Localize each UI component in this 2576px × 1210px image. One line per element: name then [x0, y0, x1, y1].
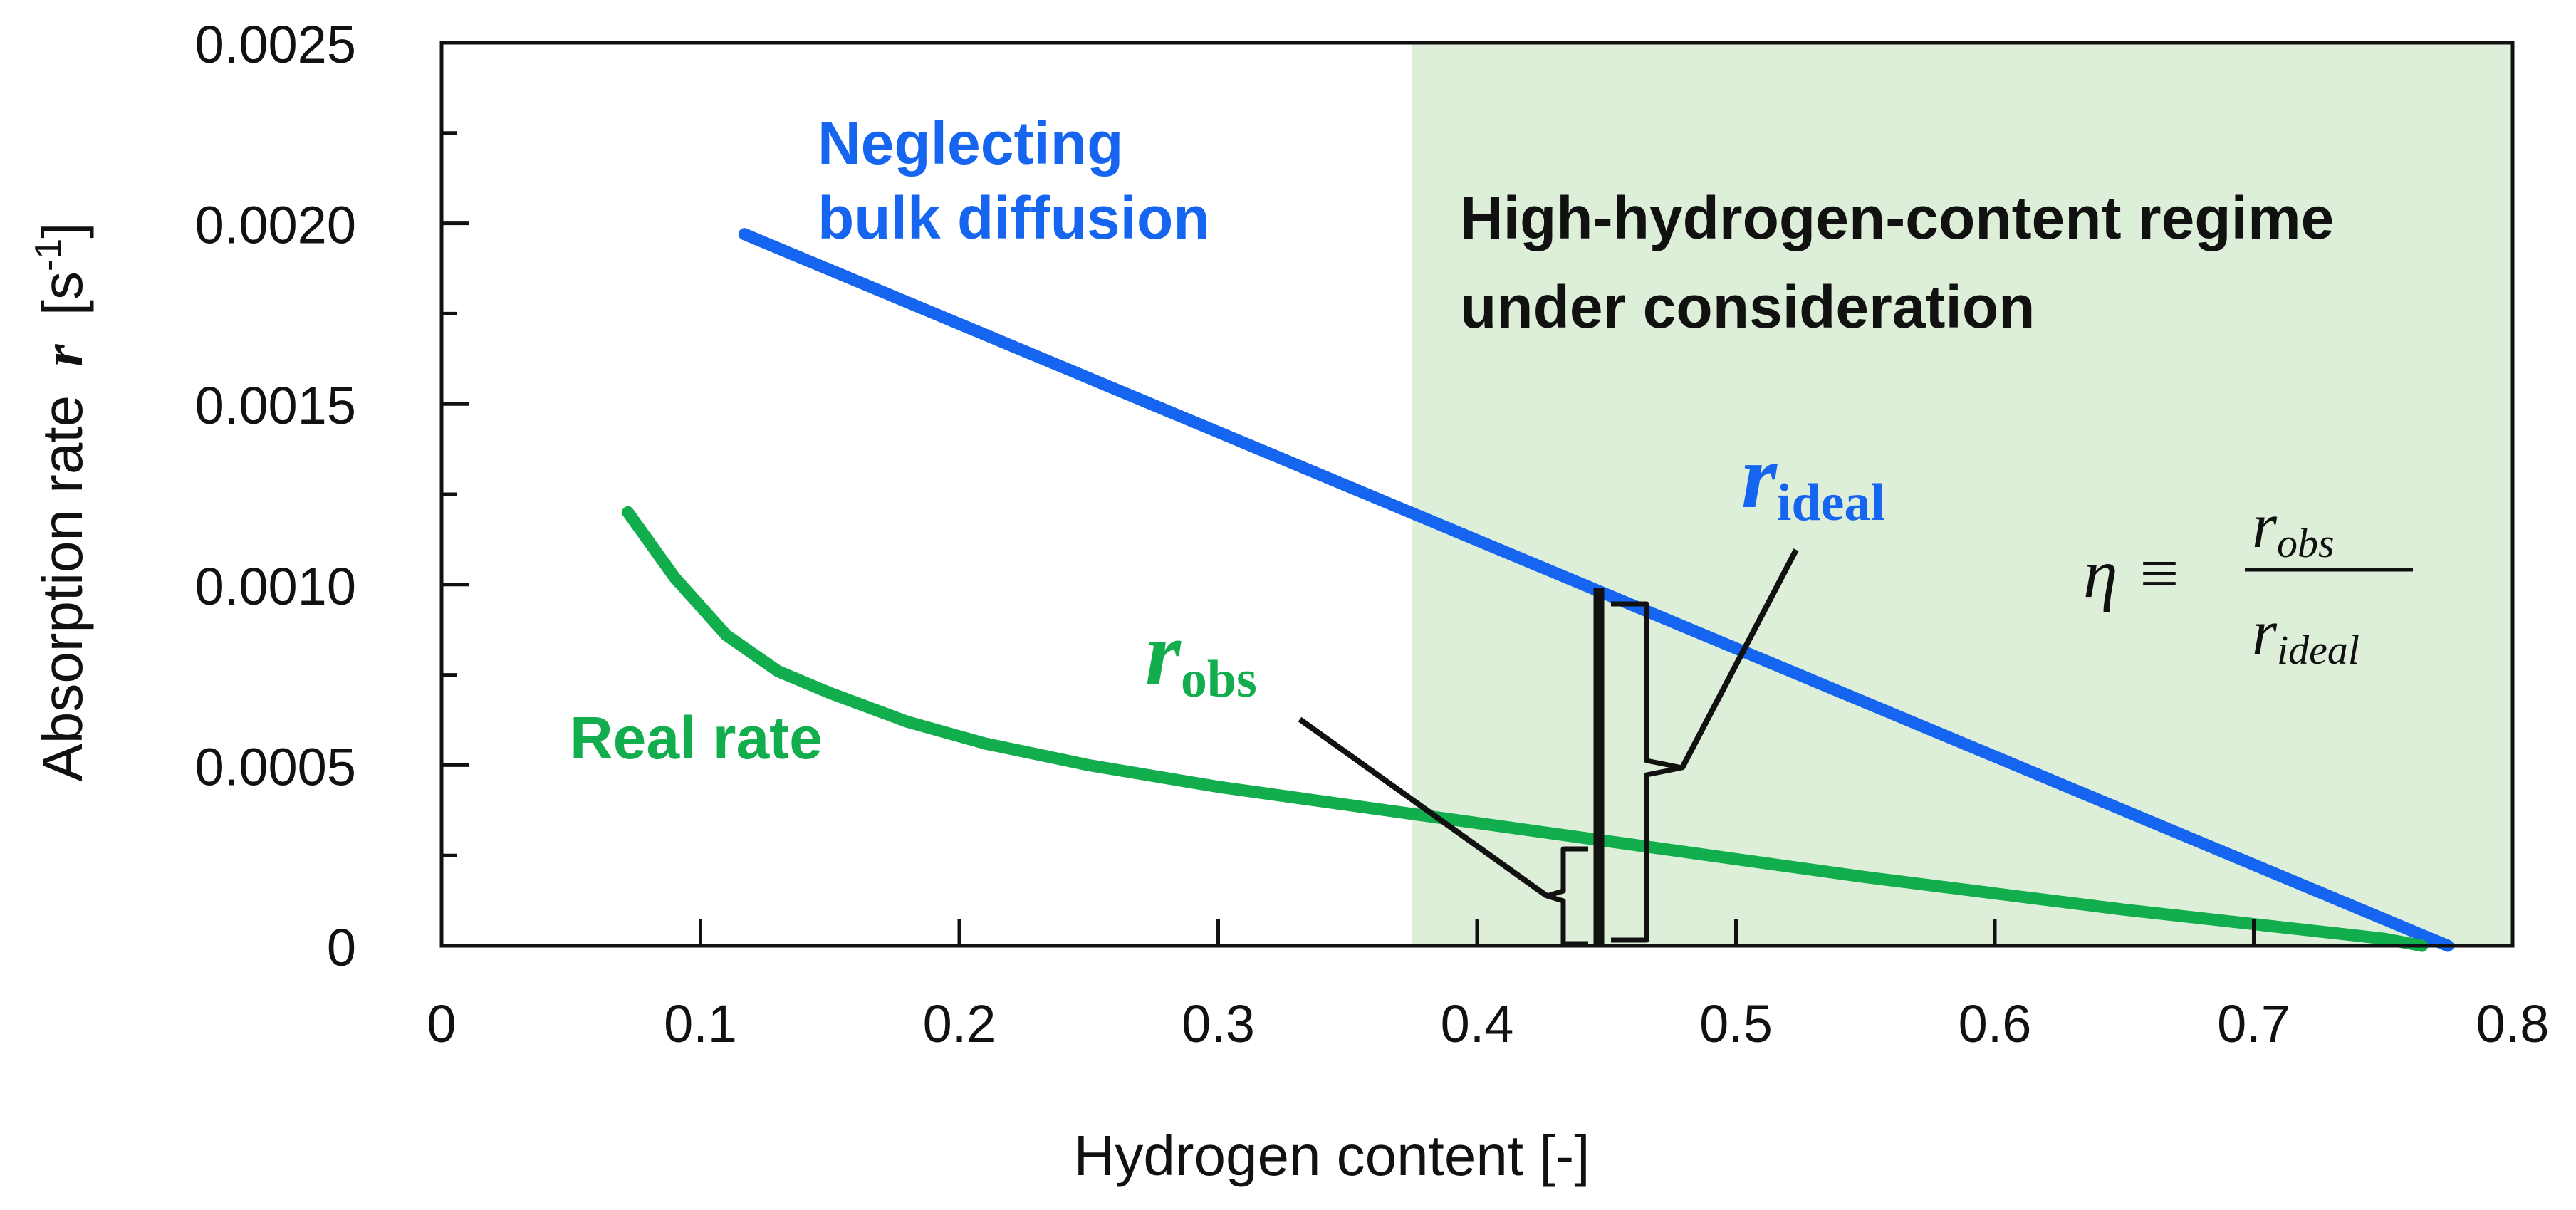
y-tick-label: 0.0015: [195, 376, 356, 435]
r-obs-leader-line: [1298, 716, 1549, 899]
y-tick-label: 0.0010: [195, 557, 356, 616]
efficiency-numerator-sub: obs: [2277, 520, 2335, 566]
y-axis-label-symbol: r: [32, 344, 95, 367]
x-tick-label: 0.4: [1441, 994, 1514, 1053]
efficiency-denominator: rideal: [2252, 598, 2359, 673]
x-tick-label: 0.1: [664, 994, 737, 1053]
y-tick-label: 0: [327, 918, 356, 977]
y-axis-ticks: 0 0.0005 0.0010 0.0015 0.0020 0.0025: [195, 15, 469, 977]
region-label-line2: under consideration: [1460, 273, 2035, 340]
efficiency-denominator-symbol: r: [2252, 598, 2278, 668]
x-tick-label: 0.8: [2476, 994, 2550, 1053]
region-label-line1: High-hydrogen-content regime: [1460, 184, 2334, 251]
y-axis-label-unit-close: ]: [31, 223, 94, 239]
r-obs-annotation: robs: [1145, 603, 1257, 709]
x-tick-label: 0.3: [1182, 994, 1255, 1053]
x-tick-label: 0.5: [1699, 994, 1773, 1053]
x-tick-label: 0.7: [2217, 994, 2290, 1053]
x-tick-label: 0.6: [1959, 994, 2032, 1053]
y-axis-label-unit: [s: [31, 271, 94, 315]
high-hydrogen-regime-region: [1412, 43, 2513, 946]
r-ideal-symbol: r: [1741, 426, 1778, 527]
series-line-real-rate: [622, 506, 2429, 952]
x-axis-label: Hydrogen content [-]: [1074, 1124, 1590, 1187]
x-tick-label: 0: [427, 994, 456, 1053]
r-obs-subscript: obs: [1181, 650, 1257, 709]
x-axis-ticks: 0 0.1 0.2 0.3 0.4 0.5 0.6 0.7 0.8: [427, 919, 2549, 1053]
efficiency-lhs: η ≡: [2083, 536, 2182, 612]
r-ideal-subscript: ideal: [1777, 474, 1885, 532]
series-label-real: Real rate: [570, 704, 823, 771]
efficiency-formula: η ≡ robs rideal: [2083, 491, 2413, 673]
efficiency-denominator-sub: ideal: [2277, 627, 2359, 673]
efficiency-numerator-symbol: r: [2252, 491, 2278, 561]
y-axis-label: Absorption rate r [s-1]: [28, 223, 95, 782]
series-label-ideal-line1: Neglecting: [818, 110, 1123, 177]
y-tick-label: 0.0005: [195, 737, 356, 796]
y-axis-label-main: Absorption rate: [31, 395, 94, 782]
r-ideal-leader-line: [1679, 548, 1799, 769]
y-axis-label-unit-exponent: -1: [28, 239, 69, 271]
y-tick-label: 0.0025: [195, 15, 356, 74]
x-tick-label: 0.2: [923, 994, 996, 1053]
r-ideal-annotation: rideal: [1741, 426, 1885, 532]
efficiency-numerator: robs: [2252, 491, 2335, 566]
y-tick-label: 0.0020: [195, 196, 356, 255]
svg-text:Absorption rate r: Absorption rate r [s-1]: [28, 223, 95, 782]
r-obs-symbol: r: [1145, 603, 1182, 704]
series-label-ideal-line2: bulk diffusion: [818, 184, 1210, 251]
